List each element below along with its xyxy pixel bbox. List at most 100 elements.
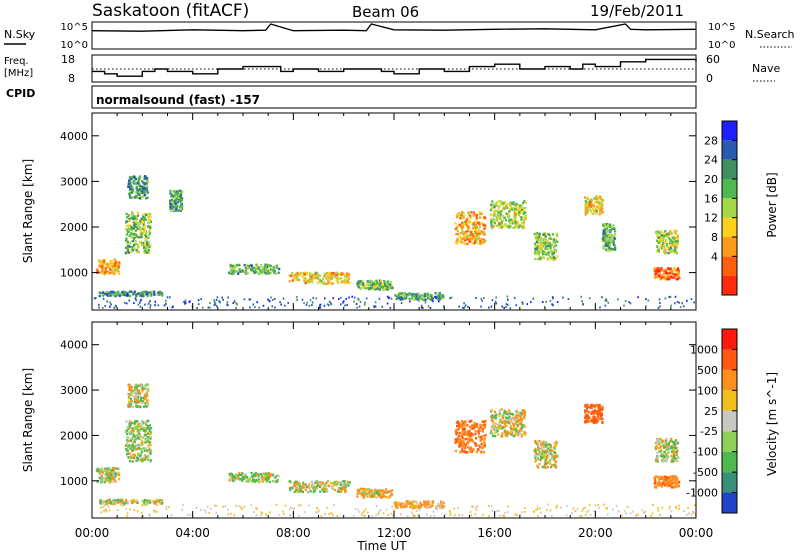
velocity-pixel (494, 431, 497, 434)
power-pixel (548, 255, 551, 258)
power-pixel (179, 189, 182, 192)
velocity-pixel (537, 515, 539, 517)
velocity-pixel (455, 433, 458, 436)
velocity-pixel (518, 430, 521, 433)
power-pixel (136, 243, 139, 246)
power-pixel (477, 234, 480, 237)
power-pixel (588, 203, 591, 206)
power-pixel (368, 287, 371, 291)
power-pixel (356, 281, 359, 284)
power-pixel (115, 265, 118, 269)
power-pixel (498, 216, 501, 219)
velocity-pixel (656, 476, 659, 479)
power-pixel (667, 267, 670, 270)
velocity-pixel (464, 443, 467, 447)
power-pixel (506, 203, 509, 206)
power-pixel (250, 267, 253, 271)
power-pixel (133, 291, 136, 295)
power-pixel (526, 303, 529, 306)
power-pixel (457, 211, 460, 215)
velocity-pixel (130, 445, 133, 448)
power-pixel (508, 210, 511, 213)
velocity-pixel (480, 442, 483, 446)
velocity-pixel (105, 476, 108, 479)
power-pixel (516, 220, 520, 223)
power-pixel (549, 237, 552, 240)
power-pixel (500, 203, 503, 206)
power-pixel (605, 244, 608, 247)
power-pixel (517, 213, 520, 216)
velocity-pixel (124, 430, 127, 433)
power-pixel (693, 301, 695, 304)
velocity-pixel (659, 439, 662, 443)
velocity-pixel (656, 455, 659, 458)
power-pixel (169, 207, 172, 210)
velocity-pixel (667, 483, 670, 487)
velocity-pixel (149, 443, 152, 447)
power-pixel (657, 307, 660, 309)
power-pixel (410, 297, 413, 301)
velocity-pixel (587, 410, 590, 414)
velocity-pixel (115, 501, 118, 505)
power-pixel (107, 266, 110, 269)
colorbar-segment (722, 121, 737, 141)
velocity-pixel (490, 409, 493, 412)
velocity-pixel (670, 454, 673, 458)
velocity-pixel (128, 430, 131, 434)
velocity-pixel (144, 447, 147, 450)
power-pixel (456, 229, 459, 233)
velocity-pixel (597, 405, 600, 408)
power-pixel (590, 200, 593, 203)
power-pixel (675, 271, 679, 274)
velocity-pixel (145, 405, 148, 408)
power-pixel (662, 250, 666, 253)
power-pixel (539, 241, 542, 245)
power-pixel (540, 244, 543, 247)
power-pixel (326, 275, 329, 278)
velocity-pixel (592, 420, 595, 423)
velocity-pixel (498, 421, 501, 424)
power-pixel (434, 292, 437, 295)
power-pixel (519, 210, 522, 213)
velocity-pixel (479, 451, 483, 454)
power-pixel (493, 214, 496, 217)
velocity-pixel (321, 482, 324, 485)
velocity-pixel (272, 475, 275, 478)
velocity-pixel (145, 388, 148, 391)
velocity-pixel (134, 458, 137, 461)
power-pixel (556, 301, 559, 303)
velocity-pixel (467, 431, 470, 435)
power-pixel (125, 302, 128, 305)
power-pixel (111, 292, 114, 296)
velocity-pixel (366, 495, 369, 498)
power-pixel (390, 284, 393, 287)
power-pixel (175, 207, 178, 211)
power-pixel (291, 279, 294, 282)
velocity-pixel (406, 500, 409, 504)
velocity-pixel (478, 435, 481, 438)
power-pixel (588, 200, 591, 204)
velocity-pixel (552, 450, 556, 454)
power-pixel (127, 250, 130, 253)
colorbar-segment (722, 329, 737, 350)
power-pixel (384, 283, 387, 287)
power-pixel (669, 246, 672, 250)
velocity-pixel (299, 504, 302, 507)
velocity-pixel (663, 443, 666, 446)
velocity-pixel (555, 460, 558, 463)
velocity-pixel (343, 479, 346, 483)
velocity-pixel (533, 449, 536, 452)
velocity-pixel (662, 460, 665, 463)
velocity-pixel (592, 404, 595, 407)
velocity-pixel (442, 507, 444, 510)
power-pixel (139, 222, 142, 225)
power-pixel (256, 301, 258, 304)
power-pixel (138, 176, 141, 180)
power-pixel (143, 227, 146, 231)
power-pixel (153, 292, 156, 296)
velocity-pixel (340, 487, 343, 490)
nave-tick-low: 0 (706, 72, 713, 85)
power-pixel (326, 273, 329, 276)
velocity-pixel (304, 488, 307, 492)
velocity-pixel (461, 428, 464, 431)
